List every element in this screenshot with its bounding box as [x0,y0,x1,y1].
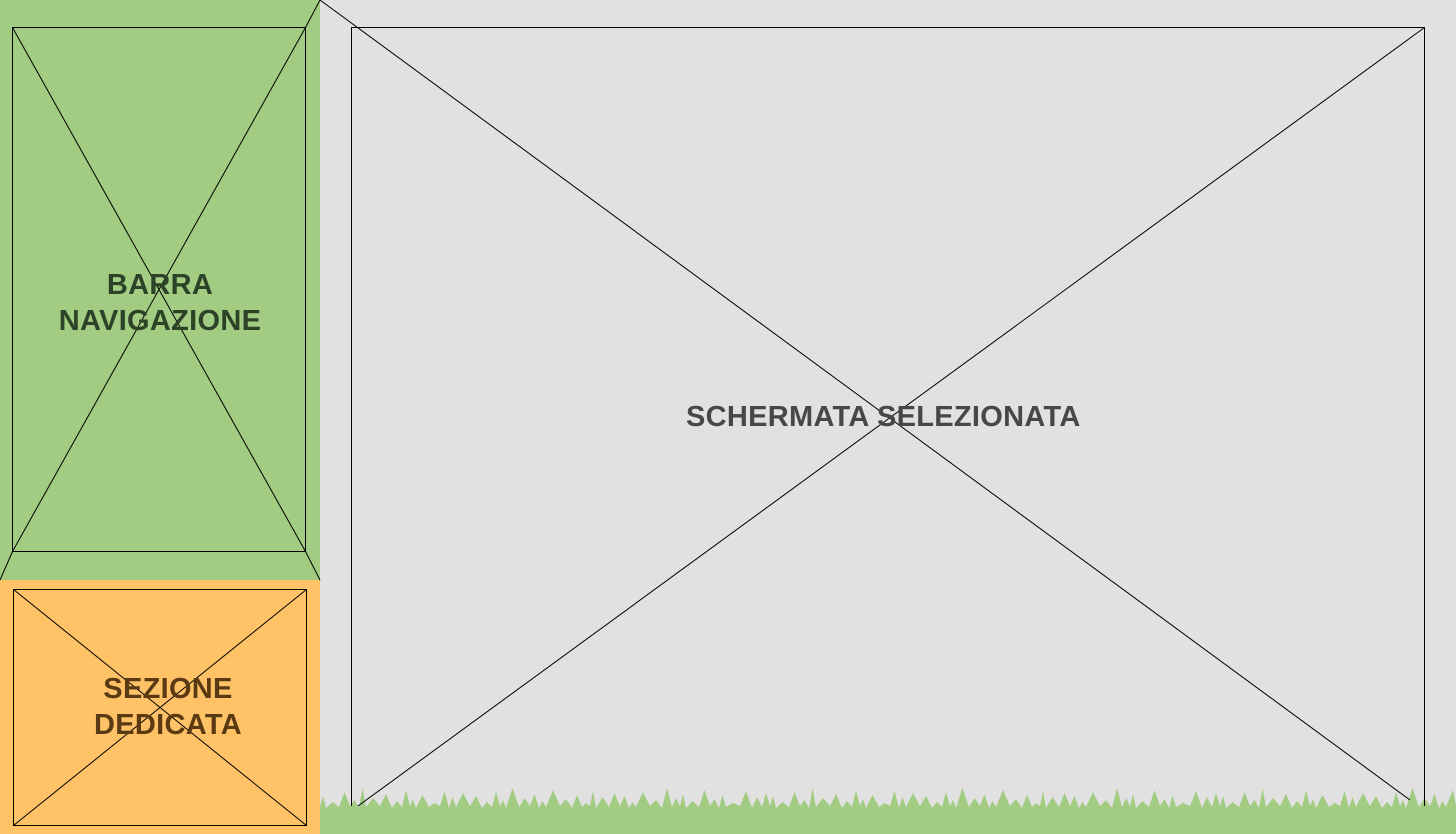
dedicated-section-label-line1: SEZIONE [103,673,233,705]
navigation-bar-label-line2: NAVIGAZIONE [58,305,262,337]
navigation-bar-label: BARRA NAVIGAZIONE [0,267,320,339]
dedicated-section-label-line2: DEDICATA [94,709,242,741]
selected-screen-label: SCHERMATA SELEZIONATA [686,401,1081,433]
dedicated-section-label: SEZIONE DEDICATA [8,671,328,743]
navigation-bar-label-line1: BARRA [106,269,214,301]
